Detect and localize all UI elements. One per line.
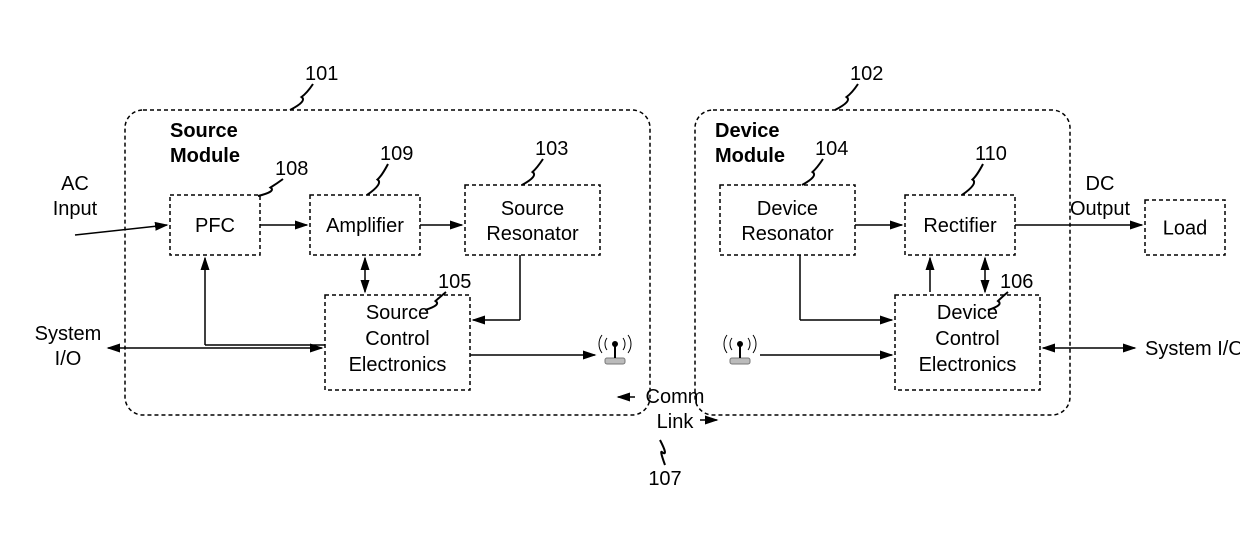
comm-link-1: Comm (646, 386, 705, 408)
ref-109: 109 (380, 143, 413, 165)
ref-103: 103 (535, 138, 568, 160)
ref-110-leader (962, 164, 983, 195)
amplifier-label: Amplifier (326, 215, 404, 237)
src_ctrl-label3: Electronics (349, 354, 447, 376)
antenna-left-icon-wave-r2 (628, 335, 631, 353)
ref-101-leader (290, 84, 313, 110)
ref-106: 106 (1000, 271, 1033, 293)
ref-102: 102 (850, 63, 883, 85)
source-module-title-1: Source (170, 120, 238, 142)
ref-108-leader (258, 179, 283, 196)
ref-104-leader (802, 159, 823, 185)
antenna-right-icon-base (730, 358, 750, 364)
ac-input-2: Input (53, 198, 98, 220)
device-module-title-1: Device (715, 120, 780, 142)
dc-output-1: DC (1086, 173, 1115, 195)
antenna-left-icon-wave-l2 (599, 335, 602, 353)
antenna-right-icon-wave-l2 (724, 335, 727, 353)
sysio-right: System I/O (1145, 338, 1240, 360)
ref-107: 107 (648, 468, 681, 490)
ref-101: 101 (305, 63, 338, 85)
src_ctrl-label1: Source (366, 302, 429, 324)
antenna-left-icon-base (605, 358, 625, 364)
ref-105: 105 (438, 271, 471, 293)
dev_ctrl-label2: Control (935, 328, 999, 350)
antenna-left-icon-wave-r1 (623, 338, 625, 350)
dev_ctrl-label1: Device (937, 302, 998, 324)
ref-107-leader (660, 440, 665, 465)
dev_ctrl-label3: Electronics (919, 354, 1017, 376)
ref-109-leader (367, 164, 388, 195)
src_ctrl-label2: Control (365, 328, 429, 350)
source-module-title-2: Module (170, 145, 240, 167)
antenna-right-icon-wave-r2 (753, 335, 756, 353)
dev_res-label1: Device (757, 198, 818, 220)
dc-output-2: Output (1070, 198, 1130, 220)
antenna-left-icon-tip (612, 341, 618, 347)
antenna-right-icon-tip (737, 341, 743, 347)
ref-104: 104 (815, 138, 848, 160)
dev_res-label2: Resonator (741, 223, 834, 245)
comm-link-2: Link (657, 411, 695, 433)
rectifier-label: Rectifier (923, 215, 997, 237)
antenna-left-icon-wave-l1 (605, 338, 607, 350)
device-module-title-2: Module (715, 145, 785, 167)
ref-108: 108 (275, 158, 308, 180)
antenna-right-icon-wave-l1 (730, 338, 732, 350)
pfc-label: PFC (195, 215, 235, 237)
ref-103-leader (522, 159, 543, 185)
src_res-label1: Source (501, 198, 564, 220)
sysio-left-2: I/O (55, 348, 82, 370)
src_res-label2: Resonator (486, 223, 579, 245)
ref-110: 110 (975, 143, 1007, 165)
ac-input-1: AC (61, 173, 89, 195)
antenna-right-icon-wave-r1 (748, 338, 750, 350)
load-label: Load (1163, 218, 1208, 240)
ref-102-leader (835, 84, 858, 110)
arrow-acin-pfc (75, 225, 167, 235)
sysio-left-1: System (35, 323, 102, 345)
